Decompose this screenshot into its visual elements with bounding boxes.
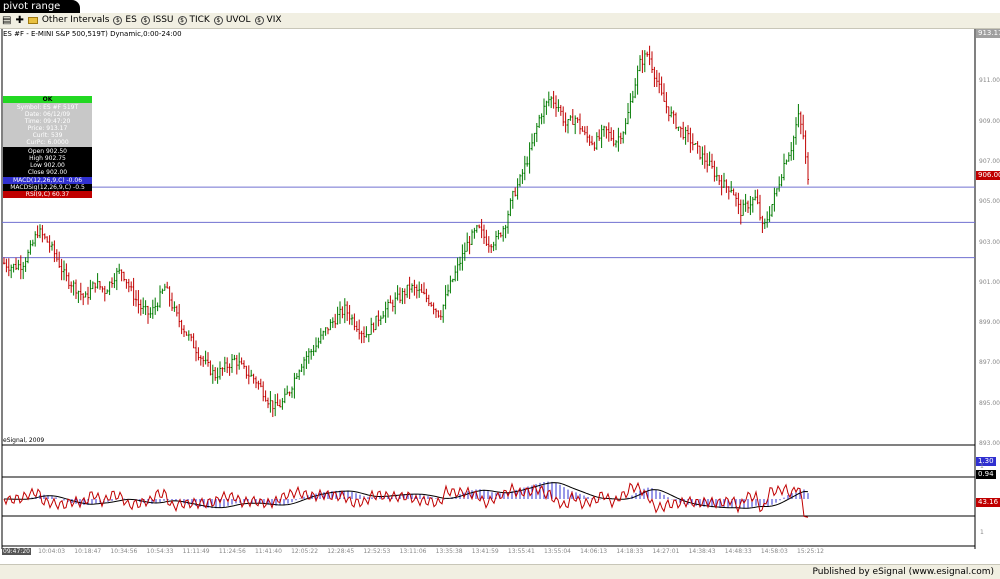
toolbar: ▤ ✚ Other Intervals $ ES $ ISSU $ TICK $… <box>0 13 1000 29</box>
symbol-label: ISSU <box>152 15 174 25</box>
price-axis-label: 901.00 <box>979 278 1000 286</box>
other-intervals-button[interactable]: Other Intervals <box>27 14 110 28</box>
time-axis-label: 14:38:43 <box>688 548 716 555</box>
cursor-window[interactable]: OK Symbol: ES #F 519T Date: 06/12/09 Tim… <box>3 96 92 198</box>
time-axis-label: 11:24:56 <box>218 548 246 555</box>
symbol-button-vix[interactable]: $ VIX <box>254 14 282 28</box>
macd-signal-line <box>4 482 809 509</box>
cursor-row: Price: 913.17 <box>27 125 68 132</box>
cursor-row: Date: 06/12/09 <box>24 111 71 118</box>
price-axis-label: 903.00 <box>979 238 1000 246</box>
copyright-label: eSignal, 2009 <box>3 437 45 444</box>
indicator-axis-label: 1 <box>980 463 984 470</box>
cursor-row: Symbol: ES #F 519T <box>16 104 79 111</box>
top-price-badge: 913.17 <box>976 29 1000 38</box>
time-axis-label: 13:35:38 <box>435 548 463 555</box>
cursor-row: High 902.75 <box>29 155 66 162</box>
time-axis-label: 10:34:56 <box>110 548 138 555</box>
price-axis-label: 893.00 <box>979 440 1000 447</box>
time-axis-label: 10:54:33 <box>146 548 174 555</box>
cursor-ok-bar: OK <box>3 96 92 103</box>
time-axis-label: 10:04:03 <box>38 548 66 555</box>
symbol-button-uvol[interactable]: $ UVOL <box>213 14 251 28</box>
macd-value-badge: 1.30 <box>976 457 996 466</box>
title-bar: pivot range <box>0 0 1000 13</box>
cursor-row: Time: 09:47:20 <box>24 118 71 125</box>
folder-icon <box>27 17 38 24</box>
price-axis-label: 905.00 <box>979 198 1000 206</box>
chart-header: ES #F - E-MINI S&P 500,519T) Dynamic,0:0… <box>3 30 182 38</box>
symbol-button-es[interactable]: $ ES <box>113 14 137 28</box>
symbol-label: UVOL <box>225 15 251 25</box>
time-axis-label: 14:48:33 <box>724 548 752 555</box>
cursor-macd-signal-row: MACDSig(12,26,9,C) -0.5 <box>3 184 92 191</box>
price-chart[interactable] <box>0 29 1000 564</box>
time-axis-label: 13:55:41 <box>507 548 535 555</box>
symbol-icon: $ <box>140 16 150 25</box>
time-axis-label: 10:18:47 <box>74 548 102 555</box>
price-axis-label: 899.00 <box>979 319 1000 327</box>
price-axis-label: 909.00 <box>979 117 1000 125</box>
cursor-row: Curlt: 539 <box>32 132 63 139</box>
time-axis-label: 13:55:04 <box>544 548 571 555</box>
price-axis-label: 897.00 <box>979 359 1000 367</box>
signal-value-badge: 0.94 <box>976 470 996 479</box>
chart-type-icon[interactable]: ▤ <box>2 15 12 26</box>
published-by-label: Published by eSignal (www.esignal.com) <box>812 567 994 577</box>
cursor-row: Low 902.00 <box>30 162 65 169</box>
time-axis-label: 12:52:53 <box>363 548 391 555</box>
time-axis-label: 14:27:01 <box>652 548 680 555</box>
cursor-row: Open 902.50 <box>28 148 67 155</box>
time-axis-label: 13:11:06 <box>399 548 427 555</box>
time-axis-label: 14:58:03 <box>760 548 788 555</box>
time-axis-label: 13:41:59 <box>471 548 499 555</box>
symbol-label: TICK <box>189 15 210 25</box>
symbol-button-tick[interactable]: $ TICK <box>177 14 210 28</box>
time-axis-label: 12:05:22 <box>291 548 319 555</box>
time-axis-label: 14:06:13 <box>580 548 608 555</box>
time-axis-label: 15:25:12 <box>797 548 824 555</box>
indicator-axis-label: 1 <box>980 529 984 536</box>
price-axis-label: 911.00 <box>979 77 1000 85</box>
rsi-line <box>3 481 809 518</box>
cursor-info-grey: Symbol: ES #F 519T Date: 06/12/09 Time: … <box>3 103 92 147</box>
time-axis-label: 11:41:40 <box>254 548 282 555</box>
other-intervals-label: Other Intervals <box>41 15 110 25</box>
cursor-macd-row: MACD(12,26,9,C) -0.06 <box>3 177 92 184</box>
price-axis-label: 895.00 <box>979 399 1000 407</box>
symbol-label: ES <box>125 15 137 25</box>
status-bar: Published by eSignal (www.esignal.com) <box>0 564 1000 579</box>
symbol-icon: $ <box>213 16 223 25</box>
chart-area[interactable]: ES #F - E-MINI S&P 500,519T) Dynamic,0:0… <box>0 29 1000 564</box>
add-icon[interactable]: ✚ <box>15 15 24 26</box>
current-price-badge: 906.00 <box>976 171 1000 180</box>
symbol-icon: $ <box>254 16 264 25</box>
cursor-row: CurPc: 6.0000 <box>26 139 69 146</box>
symbol-icon: $ <box>177 16 187 25</box>
price-axis-label: 907.00 <box>979 157 1000 165</box>
time-axis-label: 14:18:33 <box>616 548 644 555</box>
time-axis-label: 09:47:20 <box>2 548 31 555</box>
symbol-button-issu[interactable]: $ ISSU <box>140 14 174 28</box>
cursor-info-ohlc: Open 902.50 High 902.75 Low 902.00 Close… <box>3 147 92 177</box>
cursor-rsi-row: RSI(9,C) 60.37 <box>3 191 92 198</box>
rsi-value-badge: 43.16 <box>976 498 1000 507</box>
symbol-icon: $ <box>113 16 123 25</box>
time-axis-label: 12:28:45 <box>327 548 355 555</box>
window-title-tab[interactable]: pivot range <box>0 0 80 13</box>
symbol-label: VIX <box>266 15 282 25</box>
cursor-row: Close 902.00 <box>27 169 68 176</box>
time-axis-label: 11:11:49 <box>182 548 210 555</box>
